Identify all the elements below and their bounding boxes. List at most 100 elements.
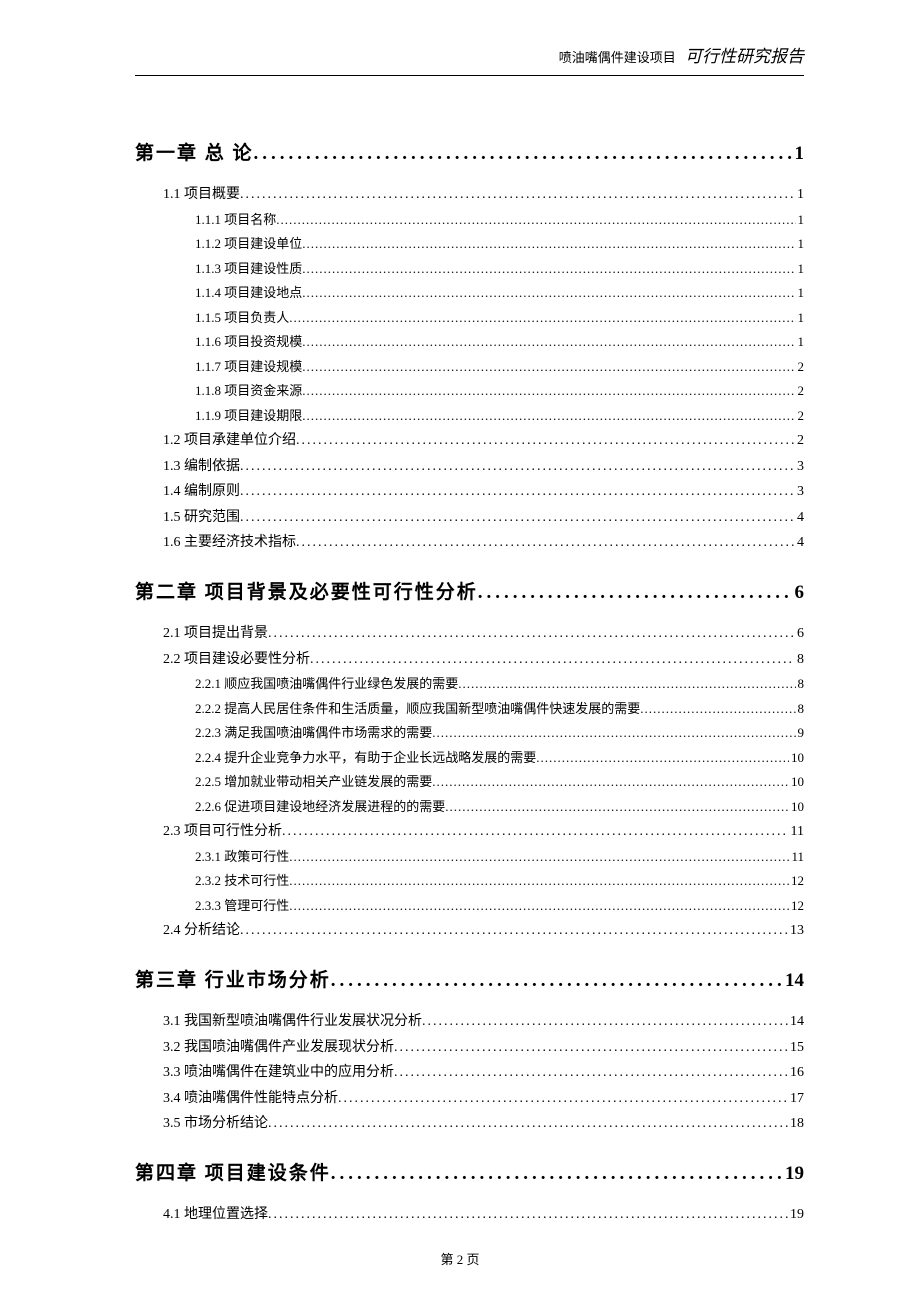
toc-subsection-1-1-5: 1.1.5 项目负责人.............................… bbox=[195, 307, 804, 326]
toc-subsection-2-3-3-label: 2.3.3 管理可行性 bbox=[195, 895, 289, 914]
toc-leader-dots: ........................................… bbox=[331, 970, 783, 992]
toc-chapter-4-page: 19 bbox=[783, 1163, 804, 1185]
toc-subsection-2-2-1: 2.2.1 顺应我国喷油嘴偶件行业绿色发展的需要................… bbox=[195, 673, 804, 692]
toc-section-3-3-label: 3.3 喷油嘴偶件在建筑业中的应用分析 bbox=[163, 1061, 394, 1081]
toc-subsection-2-3-1-label: 2.3.1 政策可行性 bbox=[195, 846, 289, 865]
toc-subsection-1-1-4-label: 1.1.4 项目建设地点 bbox=[195, 282, 302, 301]
toc-subsection-1-1-2: 1.1.2 项目建设单位............................… bbox=[195, 233, 804, 252]
toc-subsection-1-1-1: 1.1.1 项目名称..............................… bbox=[195, 209, 804, 228]
toc-section-1-5-label: 1.5 研究范围 bbox=[163, 506, 240, 526]
toc-leader-dots: ........................................… bbox=[310, 652, 795, 668]
toc-leader-dots: ........................................… bbox=[432, 774, 789, 790]
toc-leader-dots: ........................................… bbox=[331, 1163, 783, 1185]
toc-leader-dots: ........................................… bbox=[240, 187, 795, 203]
toc-leader-dots: ........................................… bbox=[240, 484, 795, 500]
toc-leader-dots: ........................................… bbox=[302, 236, 795, 252]
toc-leader-dots: ........................................… bbox=[254, 143, 793, 165]
toc-chapter-2-page: 6 bbox=[793, 582, 805, 604]
toc-section-1-3-page: 3 bbox=[795, 459, 804, 475]
toc-section-2-4-page: 13 bbox=[788, 923, 804, 939]
toc-section-2-1-page: 6 bbox=[795, 626, 804, 642]
toc-leader-dots: ........................................… bbox=[240, 923, 788, 939]
toc-section-3-1-page: 14 bbox=[788, 1014, 804, 1030]
toc-subsection-2-2-2: 2.2.2 提高人民居住条件和生活质量，顺应我国新型喷油嘴偶件快速发展的需要..… bbox=[195, 698, 804, 717]
toc-subsection-1-1-7-label: 1.1.7 项目建设规模 bbox=[195, 356, 302, 375]
toc-subsection-1-1-6-label: 1.1.6 项目投资规模 bbox=[195, 331, 302, 350]
toc-subsection-2-2-6-label: 2.2.6 促进项目建设地经济发展进程的的需要 bbox=[195, 796, 445, 815]
toc-section-1-3: 1.3 编制依据................................… bbox=[163, 455, 804, 475]
toc-leader-dots: ........................................… bbox=[445, 799, 789, 815]
toc-section-1-6: 1.6 主要经济技术指标............................… bbox=[163, 531, 804, 551]
toc-subsection-2-2-6: 2.2.6 促进项目建设地经济发展进程的的需要.................… bbox=[195, 796, 804, 815]
toc-section-1-4-label: 1.4 编制原则 bbox=[163, 480, 240, 500]
toc-subsection-2-3-3-page: 12 bbox=[789, 898, 804, 914]
page-footer: 第 2 页 bbox=[0, 1249, 920, 1268]
toc-section-1-2-page: 2 bbox=[795, 433, 804, 449]
toc-section-1-6-label: 1.6 主要经济技术指标 bbox=[163, 531, 296, 551]
toc-chapter-3-label: 第三章 行业市场分析 bbox=[135, 965, 331, 992]
toc-section-1-2-label: 1.2 项目承建单位介绍 bbox=[163, 429, 296, 449]
toc-leader-dots: ........................................… bbox=[536, 750, 789, 766]
toc-leader-dots: ........................................… bbox=[289, 849, 789, 865]
toc-subsection-1-1-9-page: 2 bbox=[796, 408, 805, 424]
toc-section-1-6-page: 4 bbox=[795, 535, 804, 551]
toc-subsection-1-1-5-label: 1.1.5 项目负责人 bbox=[195, 307, 289, 326]
toc-chapter-4-label: 第四章 项目建设条件 bbox=[135, 1158, 331, 1185]
toc-subsection-1-1-6: 1.1.6 项目投资规模............................… bbox=[195, 331, 804, 350]
toc-subsection-2-2-4-page: 10 bbox=[789, 750, 804, 766]
toc-subsection-1-1-2-label: 1.1.2 项目建设单位 bbox=[195, 233, 302, 252]
toc-subsection-1-1-1-label: 1.1.1 项目名称 bbox=[195, 209, 276, 228]
toc-leader-dots: ........................................… bbox=[302, 383, 795, 399]
toc-subsection-1-1-6-page: 1 bbox=[796, 334, 805, 350]
toc-section-4-1-page: 19 bbox=[788, 1207, 804, 1223]
toc-section-2-4-label: 2.4 分析结论 bbox=[163, 919, 240, 939]
toc-chapter-2: 第二章 项目背景及必要性可行性分析.......................… bbox=[135, 577, 804, 604]
toc-section-2-3: 2.3 项目可行性分析.............................… bbox=[163, 820, 804, 840]
toc-subsection-2-3-3: 2.3.3 管理可行性.............................… bbox=[195, 895, 804, 914]
toc-section-3-3: 3.3 喷油嘴偶件在建筑业中的应用分析.....................… bbox=[163, 1061, 804, 1081]
toc-leader-dots: ........................................… bbox=[289, 873, 789, 889]
toc-section-1-1-label: 1.1 项目概要 bbox=[163, 183, 240, 203]
toc-leader-dots: ........................................… bbox=[268, 1207, 788, 1223]
toc-subsection-2-2-1-page: 8 bbox=[796, 676, 805, 692]
toc-leader-dots: ........................................… bbox=[338, 1091, 788, 1107]
toc-subsection-2-3-2-page: 12 bbox=[789, 873, 804, 889]
toc-subsection-2-2-3: 2.2.3 满足我国喷油嘴偶件市场需求的需要..................… bbox=[195, 722, 804, 741]
table-of-contents: 第一章 总 论.................................… bbox=[135, 112, 804, 1229]
toc-leader-dots: ........................................… bbox=[289, 310, 795, 326]
toc-subsection-1-1-9-label: 1.1.9 项目建设期限 bbox=[195, 405, 302, 424]
toc-subsection-2-2-3-label: 2.2.3 满足我国喷油嘴偶件市场需求的需要 bbox=[195, 722, 432, 741]
toc-subsection-2-2-2-label: 2.2.2 提高人民居住条件和生活质量，顺应我国新型喷油嘴偶件快速发展的需要 bbox=[195, 698, 640, 717]
toc-leader-dots: ........................................… bbox=[422, 1014, 788, 1030]
toc-section-3-2: 3.2 我国喷油嘴偶件产业发展现状分析.....................… bbox=[163, 1036, 804, 1056]
toc-section-2-2-label: 2.2 项目建设必要性分析 bbox=[163, 648, 310, 668]
toc-section-2-2-page: 8 bbox=[795, 652, 804, 668]
toc-chapter-3: 第三章 行业市场分析..............................… bbox=[135, 965, 804, 992]
toc-section-1-1: 1.1 项目概要................................… bbox=[163, 183, 804, 203]
toc-leader-dots: ........................................… bbox=[268, 626, 795, 642]
toc-chapter-3-page: 14 bbox=[783, 970, 804, 992]
toc-leader-dots: ........................................… bbox=[302, 261, 795, 277]
toc-section-1-5-page: 4 bbox=[795, 510, 804, 526]
toc-leader-dots: ........................................… bbox=[296, 535, 795, 551]
toc-leader-dots: ........................................… bbox=[302, 359, 795, 375]
toc-section-3-2-label: 3.2 我国喷油嘴偶件产业发展现状分析 bbox=[163, 1036, 394, 1056]
toc-chapter-1: 第一章 总 论.................................… bbox=[135, 138, 804, 165]
toc-leader-dots: ........................................… bbox=[394, 1065, 788, 1081]
toc-subsection-1-1-2-page: 1 bbox=[796, 236, 805, 252]
toc-subsection-1-1-4-page: 1 bbox=[796, 285, 805, 301]
toc-subsection-1-1-1-page: 1 bbox=[796, 212, 805, 228]
toc-section-1-4: 1.4 编制原则................................… bbox=[163, 480, 804, 500]
toc-section-2-1: 2.1 项目提出背景..............................… bbox=[163, 622, 804, 642]
page-number: 第 2 页 bbox=[440, 1252, 479, 1267]
toc-subsection-1-1-8-label: 1.1.8 项目资金来源 bbox=[195, 380, 302, 399]
toc-section-3-5: 3.5 市场分析结论..............................… bbox=[163, 1112, 804, 1132]
toc-section-1-2: 1.2 项目承建单位介绍............................… bbox=[163, 429, 804, 449]
toc-section-3-4-page: 17 bbox=[788, 1091, 804, 1107]
toc-subsection-1-1-4: 1.1.4 项目建设地点............................… bbox=[195, 282, 804, 301]
toc-leader-dots: ........................................… bbox=[276, 212, 795, 228]
toc-subsection-1-1-3-page: 1 bbox=[796, 261, 805, 277]
toc-subsection-1-1-3-label: 1.1.3 项目建设性质 bbox=[195, 258, 302, 277]
toc-subsection-2-3-2: 2.3.2 技术可行性.............................… bbox=[195, 870, 804, 889]
toc-leader-dots: ........................................… bbox=[394, 1040, 788, 1056]
